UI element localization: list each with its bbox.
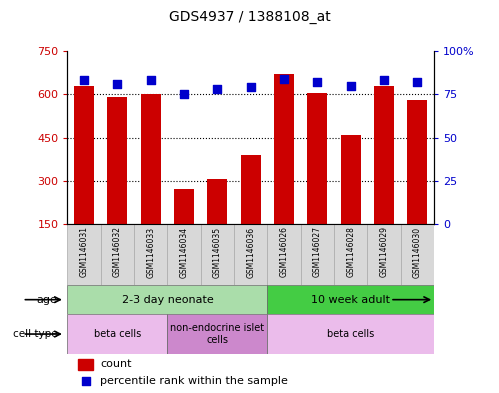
Point: [180, 91, 188, 97]
Point: [214, 86, 222, 92]
Point: [313, 79, 321, 85]
Point: [247, 84, 254, 90]
Bar: [107, 97, 127, 267]
Bar: [401, 224, 434, 285]
Text: GSM1146029: GSM1146029: [380, 226, 389, 277]
Bar: [78, 359, 93, 369]
Text: age: age: [36, 295, 57, 305]
Bar: [208, 179, 228, 267]
Point: [380, 77, 388, 84]
Text: GDS4937 / 1388108_at: GDS4937 / 1388108_at: [169, 10, 330, 24]
Text: beta cells: beta cells: [94, 329, 141, 339]
Text: GSM1146035: GSM1146035: [213, 226, 222, 277]
Bar: [174, 189, 194, 267]
Text: non-endocrine islet
cells: non-endocrine islet cells: [170, 323, 264, 345]
Point: [82, 378, 90, 384]
Point: [347, 83, 355, 89]
Bar: [408, 100, 428, 267]
Bar: [267, 285, 434, 314]
Text: GSM1146034: GSM1146034: [180, 226, 189, 277]
Bar: [367, 224, 401, 285]
Point: [280, 75, 288, 82]
Text: GSM1146028: GSM1146028: [346, 226, 355, 277]
Bar: [134, 224, 167, 285]
Text: GSM1146030: GSM1146030: [413, 226, 422, 277]
Text: 10 week adult: 10 week adult: [311, 295, 390, 305]
Bar: [274, 74, 294, 267]
Bar: [67, 314, 167, 354]
Bar: [74, 86, 94, 267]
Text: 2-3 day neonate: 2-3 day neonate: [122, 295, 213, 305]
Bar: [267, 314, 434, 354]
Bar: [67, 285, 267, 314]
Bar: [374, 86, 394, 267]
Point: [80, 77, 88, 84]
Point: [414, 79, 422, 85]
Bar: [234, 224, 267, 285]
Text: percentile rank within the sample: percentile rank within the sample: [100, 376, 288, 386]
Bar: [167, 224, 201, 285]
Bar: [341, 135, 361, 267]
Text: count: count: [100, 359, 132, 369]
Bar: [67, 224, 101, 285]
Bar: [201, 224, 234, 285]
Text: GSM1146031: GSM1146031: [79, 226, 88, 277]
Text: beta cells: beta cells: [327, 329, 374, 339]
Bar: [101, 224, 134, 285]
Bar: [241, 155, 261, 267]
Point: [147, 77, 155, 84]
Bar: [307, 93, 327, 267]
Point: [113, 81, 121, 87]
Bar: [141, 94, 161, 267]
Bar: [334, 224, 367, 285]
Bar: [167, 314, 267, 354]
Text: GSM1146027: GSM1146027: [313, 226, 322, 277]
Text: GSM1146033: GSM1146033: [146, 226, 155, 277]
Text: GSM1146036: GSM1146036: [246, 226, 255, 277]
Text: cell type: cell type: [13, 329, 57, 339]
Bar: [301, 224, 334, 285]
Text: GSM1146026: GSM1146026: [279, 226, 288, 277]
Bar: [267, 224, 301, 285]
Text: GSM1146032: GSM1146032: [113, 226, 122, 277]
